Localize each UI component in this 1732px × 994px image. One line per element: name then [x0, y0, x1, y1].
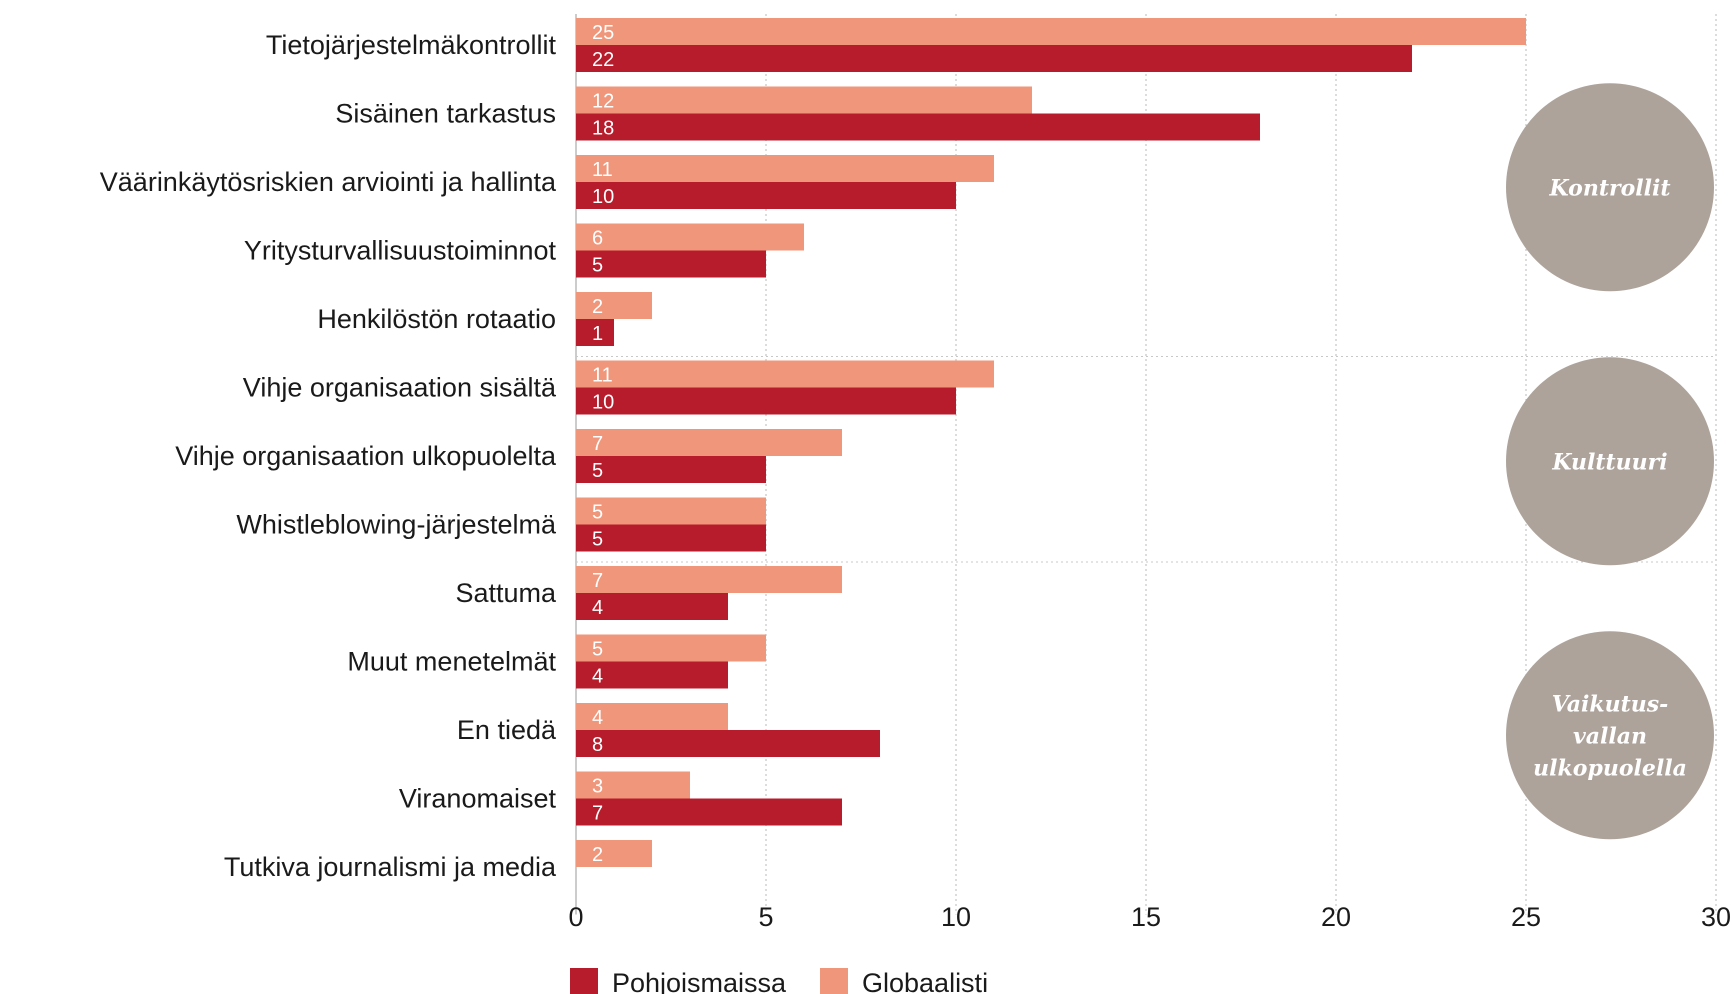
bar-value-globaalisti-4: 2: [592, 296, 603, 318]
category-label-7: Whistleblowing-järjestelmä: [236, 510, 557, 540]
bar-value-pohjoismaissa-8: 4: [592, 597, 603, 619]
group-circles: Kontrollit Kulttuuri Vaikutus-vallan ulkopu…: [1506, 83, 1714, 840]
category-label-4: Henkilöstön rotaatio: [317, 304, 556, 334]
x-tick-label-20: 20: [1321, 902, 1351, 932]
bar-value-globaalisti-1: 12: [592, 91, 614, 113]
legend: Pohjoismaissa Globaalisti: [570, 968, 988, 994]
bar-value-pohjoismaissa-10: 8: [592, 734, 603, 756]
bar-value-globaalisti-6: 7: [592, 433, 603, 455]
group-circle-0: [1506, 83, 1714, 292]
group-label-2-2: ulkopuolella: [1533, 755, 1687, 781]
category-label-8: Sattuma: [455, 578, 557, 608]
bar-globaalisti-4: [576, 292, 652, 319]
bar-value-pohjoismaissa-1: 18: [592, 118, 614, 140]
category-label-11: Viranomaiset: [399, 784, 557, 814]
bar-value-pohjoismaissa-7: 5: [592, 529, 603, 551]
category-label-10: En tiedä: [457, 715, 557, 745]
bar-value-globaalisti-3: 6: [592, 228, 603, 250]
category-label-1: Sisäinen tarkastus: [335, 99, 556, 129]
group-separators: [576, 356, 1716, 563]
group-circle-2: [1506, 631, 1714, 840]
bar-value-pohjoismaissa-0: 22: [592, 49, 614, 71]
bar-value-globaalisti-10: 4: [592, 707, 603, 729]
bar-globaalisti-0: [576, 18, 1526, 45]
bar-globaalisti-7: [576, 497, 766, 525]
legend-label-1: Globaalisti: [862, 968, 988, 994]
bar-value-pohjoismaissa-6: 5: [592, 460, 603, 482]
bar-pohjoismaissa-11: [576, 798, 842, 826]
bar-globaalisti-10: [576, 703, 728, 730]
bar-value-globaalisti-12: 2: [592, 844, 603, 866]
category-labels: Tietojärjestelmäkontrollit Sisäinen tarka…: [100, 30, 557, 882]
bar-value-globaalisti-5: 11: [592, 365, 613, 387]
bar-value-pohjoismaissa-2: 10: [592, 186, 614, 208]
bar-pohjoismaissa-1: [576, 113, 1260, 141]
bar-pohjoismaissa-10: [576, 730, 880, 757]
bar-value-pohjoismaissa-3: 5: [592, 255, 603, 277]
x-tick-label-30: 30: [1701, 902, 1731, 932]
bar-globaalisti-1: [576, 86, 1032, 114]
bar-value-globaalisti-7: 5: [592, 502, 603, 524]
group-label-2-0: Vaikutus-: [1552, 691, 1669, 717]
group-circle-1: [1506, 357, 1714, 566]
bar-value-pohjoismaissa-11: 7: [592, 803, 603, 825]
bar-value-globaalisti-8: 7: [592, 570, 603, 592]
bar-globaalisti-12: [576, 840, 652, 867]
bar-pohjoismaissa-6: [576, 456, 766, 483]
bar-pohjoismaissa-5: [576, 387, 956, 415]
bar-pohjoismaissa-9: [576, 661, 728, 689]
category-label-3: Yritysturvallisuustoiminnot: [244, 236, 557, 266]
category-label-6: Vihje organisaation ulkopuolelta: [175, 441, 557, 471]
x-axis-ticks: 0 5 10 15 20 25 30: [568, 902, 1731, 932]
bar-value-globaalisti-11: 3: [592, 776, 603, 798]
x-tick-label-10: 10: [941, 902, 971, 932]
bar-value-pohjoismaissa-5: 10: [592, 392, 614, 414]
bar-globaalisti-8: [576, 566, 842, 593]
group-label-0-0: Kontrollit: [1549, 175, 1671, 201]
legend-label-0: Pohjoismaissa: [612, 968, 787, 994]
x-tick-label-15: 15: [1131, 902, 1161, 932]
bar-pohjoismaissa-3: [576, 250, 766, 278]
bar-globaalisti-3: [576, 223, 804, 251]
legend-swatch-0: [570, 968, 598, 994]
bar-pohjoismaissa-0: [576, 45, 1412, 72]
x-tick-label-25: 25: [1511, 902, 1541, 932]
bar-globaalisti-2: [576, 155, 994, 182]
group-label-1-0: Kulttuuri: [1551, 449, 1667, 475]
bar-globaalisti-5: [576, 360, 994, 388]
x-tick-label-5: 5: [758, 902, 773, 932]
category-label-12: Tutkiva journalismi ja media: [224, 852, 557, 882]
category-label-2: Väärinkäytösriskien arviointi ja hallint…: [100, 167, 557, 197]
group-label-2-1: vallan: [1573, 723, 1647, 749]
bar-value-globaalisti-0: 25: [592, 22, 614, 44]
category-label-0: Tietojärjestelmäkontrollit: [266, 30, 557, 60]
bar-pohjoismaissa-7: [576, 524, 766, 552]
bar-globaalisti-11: [576, 771, 690, 799]
bar-pohjoismaissa-8: [576, 593, 728, 620]
bar-value-pohjoismaissa-4: 1: [592, 323, 603, 345]
bar-value-globaalisti-2: 11: [592, 159, 613, 181]
bar-globaalisti-9: [576, 634, 766, 662]
bar-pohjoismaissa-4: [576, 319, 614, 346]
category-label-5: Vihje organisaation sisältä: [243, 373, 557, 403]
bar-pohjoismaissa-2: [576, 182, 956, 209]
bar-globaalisti-6: [576, 429, 842, 456]
bar-value-globaalisti-9: 5: [592, 639, 603, 661]
bar-value-pohjoismaissa-9: 4: [592, 666, 603, 688]
category-label-9: Muut menetelmät: [347, 647, 556, 677]
x-tick-label-0: 0: [568, 902, 583, 932]
legend-swatch-1: [820, 968, 848, 994]
